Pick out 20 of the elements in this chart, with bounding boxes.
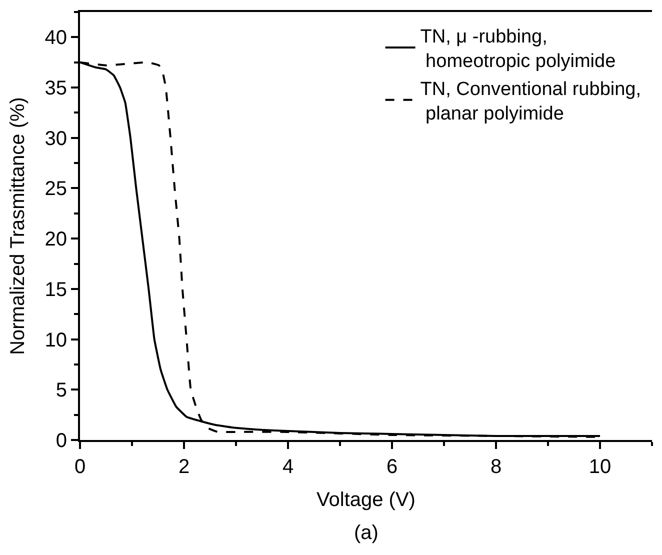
y-tick-label: 25 <box>44 178 67 200</box>
x-axis-title: Voltage (V) <box>316 489 416 511</box>
y-tick-label: 10 <box>44 329 67 352</box>
legend-label: TN, μ -rubbing, homeotropic polyimide <box>420 26 616 72</box>
x-tick-label: 6 <box>386 456 398 478</box>
text: (a) <box>354 522 378 544</box>
x-tick-label: 8 <box>490 456 502 478</box>
y-tick-label: 30 <box>44 128 67 150</box>
x-tick-label: 0 <box>74 456 86 478</box>
x-tick-label: 2 <box>178 456 190 478</box>
y-axis-title: Normalized Trasmittance (%) <box>6 97 29 355</box>
legend-label: TN, Conventional rubbing, planar polyimide <box>420 78 642 125</box>
y-tick-label: 35 <box>44 78 67 100</box>
y-tick-label: 40 <box>44 27 67 50</box>
y-tick-label: 5 <box>56 380 67 402</box>
x-tick-label: 10 <box>588 456 612 478</box>
y-tick-label: 0 <box>56 430 67 452</box>
y-tick-label: 20 <box>44 228 67 251</box>
y-tick-label: 15 <box>44 278 67 301</box>
x-tick-label: 4 <box>282 456 294 478</box>
